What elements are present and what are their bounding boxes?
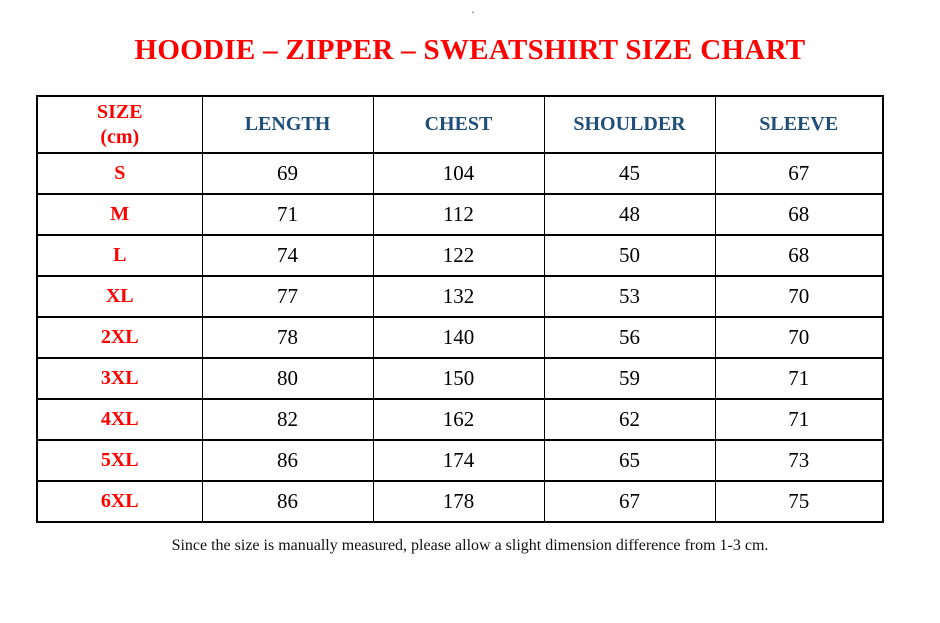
chest-value: 112 — [372, 193, 545, 236]
table-row: XL 77 132 53 70 — [36, 275, 884, 318]
size-value: S — [36, 152, 203, 195]
chest-value: 174 — [372, 439, 545, 482]
header-length: LENGTH — [201, 95, 374, 154]
sleeve-value: 70 — [714, 275, 884, 318]
table-row: S 69 104 45 67 — [36, 152, 884, 195]
length-value: 74 — [201, 234, 374, 277]
shoulder-value: 65 — [543, 439, 716, 482]
header-size-unit: (cm) — [100, 125, 140, 148]
sleeve-value: 71 — [714, 357, 884, 400]
table-row: 4XL 82 162 62 71 — [36, 398, 884, 441]
chest-value: 150 — [372, 357, 545, 400]
chest-value: 104 — [372, 152, 545, 195]
header-size: SIZE (cm) — [36, 95, 203, 154]
chest-value: 122 — [372, 234, 545, 277]
chest-value: 132 — [372, 275, 545, 318]
chest-value: 140 — [372, 316, 545, 359]
shoulder-value: 62 — [543, 398, 716, 441]
shoulder-value: 45 — [543, 152, 716, 195]
shoulder-value: 67 — [543, 480, 716, 523]
length-value: 82 — [201, 398, 374, 441]
table-row: 2XL 78 140 56 70 — [36, 316, 884, 359]
length-value: 69 — [201, 152, 374, 195]
length-value: 71 — [201, 193, 374, 236]
shoulder-value: 53 — [543, 275, 716, 318]
size-value: 4XL — [36, 398, 203, 441]
shoulder-value: 50 — [543, 234, 716, 277]
header-chest: CHEST — [372, 95, 545, 154]
table-row: M 71 112 48 68 — [36, 193, 884, 236]
chest-value: 178 — [372, 480, 545, 523]
size-value: 5XL — [36, 439, 203, 482]
table-row: 5XL 86 174 65 73 — [36, 439, 884, 482]
stray-dot: . — [471, 2, 475, 16]
size-value: XL — [36, 275, 203, 318]
size-value: 2XL — [36, 316, 203, 359]
length-value: 86 — [201, 439, 374, 482]
shoulder-value: 48 — [543, 193, 716, 236]
header-shoulder: SHOULDER — [543, 95, 716, 154]
length-value: 86 — [201, 480, 374, 523]
length-value: 80 — [201, 357, 374, 400]
table-row: 6XL 86 178 67 75 — [36, 480, 884, 523]
sleeve-value: 68 — [714, 193, 884, 236]
header-size-label: SIZE — [96, 100, 143, 123]
shoulder-value: 56 — [543, 316, 716, 359]
page-title: HOODIE – ZIPPER – SWEATSHIRT SIZE CHART — [134, 34, 806, 66]
length-value: 77 — [201, 275, 374, 318]
footer-note: Since the size is manually measured, ple… — [171, 537, 769, 554]
sleeve-value: 70 — [714, 316, 884, 359]
table-row: L 74 122 50 68 — [36, 234, 884, 277]
sleeve-value: 75 — [714, 480, 884, 523]
size-value: L — [36, 234, 203, 277]
sleeve-value: 71 — [714, 398, 884, 441]
size-value: M — [36, 193, 203, 236]
size-value: 3XL — [36, 357, 203, 400]
sleeve-value: 68 — [714, 234, 884, 277]
header-sleeve: SLEEVE — [714, 95, 884, 154]
sleeve-value: 73 — [714, 439, 884, 482]
table-header-row: SIZE (cm) LENGTH CHEST SHOULDER SLEEVE — [36, 95, 884, 154]
shoulder-value: 59 — [543, 357, 716, 400]
chest-value: 162 — [372, 398, 545, 441]
size-chart-table: SIZE (cm) LENGTH CHEST SHOULDER SLEEVE S… — [36, 95, 884, 523]
table-row: 3XL 80 150 59 71 — [36, 357, 884, 400]
sleeve-value: 67 — [714, 152, 884, 195]
length-value: 78 — [201, 316, 374, 359]
size-value: 6XL — [36, 480, 203, 523]
